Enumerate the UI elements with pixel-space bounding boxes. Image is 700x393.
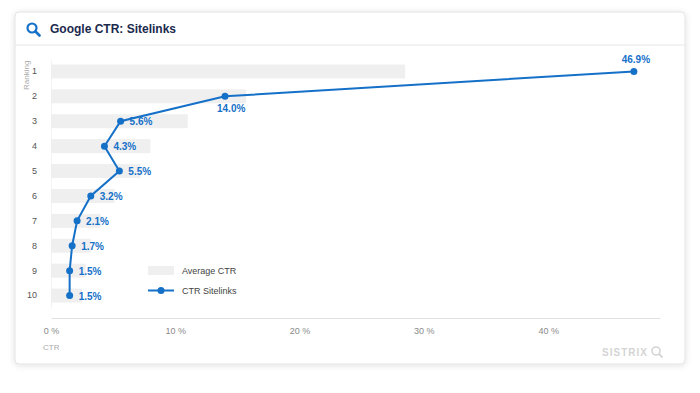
y-tick: 10: [27, 290, 51, 300]
legend: Average CTR CTR Sitelinks: [148, 266, 237, 296]
bar: [51, 164, 140, 178]
legend-label: Average CTR: [182, 266, 237, 276]
y-tick: 2: [32, 91, 51, 101]
x-tick: 20 %: [290, 318, 311, 336]
point: [69, 242, 76, 249]
data-label: 1.7%: [81, 241, 104, 252]
x-tick-label: 0 %: [44, 326, 60, 336]
legend-swatch: [148, 266, 174, 275]
y-axis-title: Ranking: [22, 61, 31, 90]
x-tick: 0 %: [44, 318, 60, 336]
watermark-icon: [652, 347, 663, 358]
y-axis: 1 2 3 4 5 6 7 8 9 10: [27, 60, 52, 309]
bar: [51, 289, 82, 303]
point: [117, 118, 124, 125]
y-tick: 5: [32, 166, 51, 176]
y-tick-label: 7: [32, 216, 37, 226]
x-axis-title: CTR: [43, 343, 60, 352]
x-tick: 30 %: [414, 318, 435, 336]
point: [87, 192, 94, 199]
y-tick-label: 9: [32, 266, 37, 276]
y-tick: 3: [32, 116, 51, 126]
point: [66, 267, 73, 274]
x-tick-label: 30 %: [414, 326, 435, 336]
x-tick-label: 40 %: [538, 326, 559, 336]
data-label: 5.5%: [128, 166, 151, 177]
y-tick-label: 3: [32, 116, 37, 126]
bar: [51, 89, 246, 103]
data-label: 2.1%: [86, 216, 109, 227]
point: [74, 217, 81, 224]
bar: [51, 139, 150, 153]
watermark: SISTRIX: [602, 347, 648, 358]
y-tick: 4: [32, 141, 51, 151]
y-tick: 1: [32, 66, 51, 76]
x-tick: 40 %: [538, 318, 559, 336]
data-label: 5.6%: [130, 116, 153, 127]
x-axis-line: [52, 318, 661, 319]
data-label: 4.3%: [113, 141, 136, 152]
watermark-icon-circle: [652, 347, 660, 355]
title-icon: [28, 24, 40, 36]
data-label: 1.5%: [79, 266, 102, 277]
x-tick: 10 %: [166, 318, 187, 336]
line: [70, 71, 634, 295]
point: [630, 68, 637, 75]
point: [101, 143, 108, 150]
y-tick: 6: [32, 191, 51, 201]
legend-marker: [158, 287, 165, 294]
y-tick-label: 1: [32, 66, 37, 76]
data-labels: 46.9% 14.0% 5.6% 4.3% 5.5% 3.2% 2.1% 1.7% 1.5% 1.…: [79, 54, 651, 301]
point: [66, 292, 73, 299]
y-tick-label: 8: [32, 241, 37, 251]
y-tick-label: 6: [32, 191, 37, 201]
header-separator: [15, 45, 685, 46]
y-tick: 7: [32, 216, 51, 226]
chart: Google CTR: Sitelinks0 %10 %20 %30 %40 %…: [0, 0, 700, 393]
y-tick-label: 2: [32, 91, 37, 101]
y-tick-label: 5: [32, 166, 37, 176]
point: [116, 168, 123, 175]
x-tick-label: 20 %: [290, 326, 311, 336]
watermark-icon-handle: [659, 354, 663, 358]
data-label: 14.0%: [217, 103, 245, 114]
bar: [51, 64, 405, 78]
point: [222, 93, 229, 100]
card: [15, 12, 685, 364]
data-label: 1.5%: [79, 291, 102, 302]
y-tick-label: 4: [32, 141, 37, 151]
legend-item: CTR Sitelinks: [148, 286, 237, 296]
legend-label: CTR Sitelinks: [182, 286, 237, 296]
plot-area: [51, 64, 637, 302]
y-tick-label: 10: [27, 290, 37, 300]
legend-item: Average CTR: [148, 266, 237, 276]
title: Google CTR: Sitelinks: [50, 22, 176, 36]
data-label: 3.2%: [100, 191, 123, 202]
data-label: 46.9%: [622, 54, 650, 65]
x-tick-label: 10 %: [166, 326, 187, 336]
icon-handle: [36, 32, 40, 36]
y-tick: 8: [32, 241, 51, 251]
y-tick: 9: [32, 266, 51, 276]
bar: [51, 114, 188, 128]
x-axis: 0 % 10 % 20 % 30 % 40 %: [44, 318, 661, 336]
